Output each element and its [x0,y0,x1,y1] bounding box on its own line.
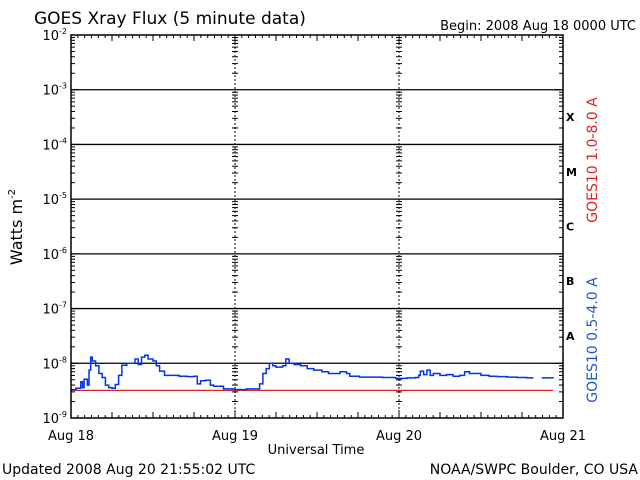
x-tick-label: Aug 18 [48,429,94,444]
chart-title: GOES Xray Flux (5 minute data) [34,9,306,29]
flare-class-label: A [566,330,575,343]
grid-layer [71,35,563,418]
y-tick-label: 10-6 [42,246,67,263]
x-tick-label: Aug 19 [212,429,258,444]
flare-class-label: X [566,111,575,124]
legend-long-channel: GOES10 1.0-8.0 A [585,97,601,223]
x-tick-label: Aug 21 [540,429,586,444]
y-tick-label: 10-4 [42,136,67,153]
flare-class-label: C [566,221,574,234]
plot-frame [70,34,564,419]
footer-updated: Updated 2008 Aug 20 21:55:02 UTC [2,462,255,478]
series-short-channel [71,354,554,391]
y-tick-label: 10-9 [42,410,67,427]
y-axis-label: Watts m-2 [7,189,26,265]
legend-short-channel: GOES10 0.5-4.0 A [585,277,601,403]
series-layer [71,354,554,391]
axis-layer: 10-9 10-8 10-7 10-6 10-5 10-4 10-3 10-2 Aug 18 Au… [42,27,586,444]
flare-class-label: B [566,275,574,288]
y-tick-label: 10-7 [42,301,67,318]
y-tick-label: 10-2 [42,27,67,44]
y-tick-label: 10-5 [42,191,67,208]
x-tick-label: Aug 20 [376,429,422,444]
flare-class-label: M [566,166,577,179]
footer-credit: NOAA/SWPC Boulder, CO USA [430,462,639,478]
x-axis-label: Universal Time [268,443,365,458]
y-tick-label: 10-3 [42,82,67,99]
begin-timestamp: Begin: 2008 Aug 18 0000 UTC [440,19,636,34]
y-tick-label: 10-8 [42,355,67,372]
